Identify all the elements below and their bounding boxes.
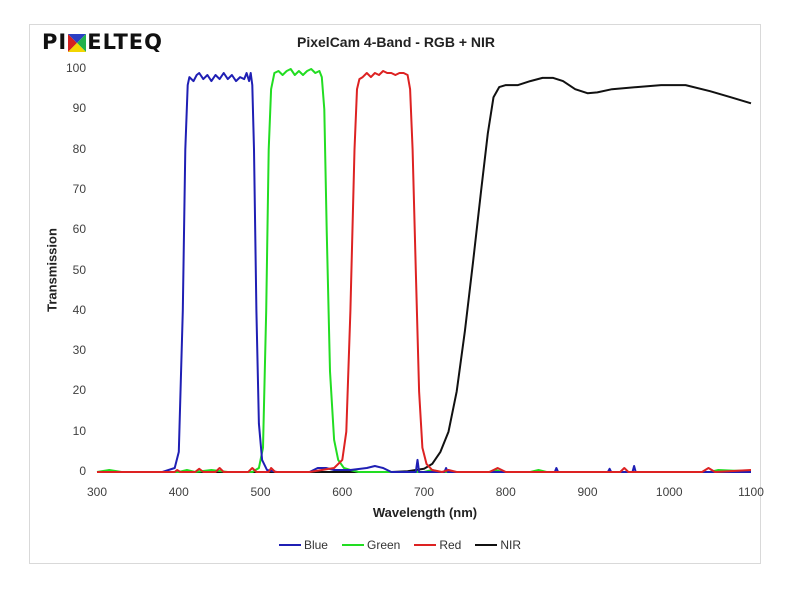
y-tick-label: 50 (72, 262, 86, 277)
legend-swatch-icon (414, 544, 437, 546)
x-tick-label: 700 (413, 485, 435, 499)
y-tick-label: 30 (72, 343, 86, 358)
legend-label: Red (439, 538, 462, 552)
y-tick-label: 40 (72, 302, 86, 317)
series-line-nir (97, 76, 752, 473)
x-tick-label: 300 (86, 485, 108, 499)
y-tick-label: 100 (65, 61, 86, 75)
x-tick-label: 900 (577, 485, 598, 499)
legend-item-blue: Blue (278, 538, 328, 552)
x-tick-label: 800 (495, 485, 516, 499)
chart-legend: Blue Green Red NIR (0, 538, 800, 552)
pixelteq-logo: PI ELTEQ (42, 30, 163, 54)
x-tick-label: 1100 (738, 485, 764, 499)
series-layer (96, 68, 752, 473)
series-line-green (96, 68, 751, 473)
y-tick-label: 80 (72, 141, 86, 156)
pixelteq-x-logo-icon (68, 33, 87, 52)
x-tick-label: 500 (250, 485, 271, 499)
x-tick-label: 600 (332, 485, 353, 499)
x-tick-label: 400 (168, 485, 189, 499)
legend-label: NIR (500, 538, 522, 552)
x-axis-label: Wavelength (nm) (372, 505, 478, 520)
y-tick-label: 10 (72, 423, 86, 438)
y-tick-label: 60 (72, 222, 86, 237)
legend-swatch-icon (475, 544, 498, 546)
legend-label: Green (366, 538, 401, 552)
y-tick-label: 90 (72, 101, 86, 116)
y-tick-label: 70 (72, 181, 86, 196)
legend-swatch-icon (278, 544, 301, 546)
legend-item-nir: NIR (475, 538, 521, 552)
series-line-red (97, 70, 752, 473)
y-tick-label: 20 (72, 383, 86, 398)
series-line-blue (97, 72, 751, 473)
chart-frame (29, 24, 761, 564)
x-tick-label: 1000 (655, 485, 683, 499)
legend-item-red: Red (414, 538, 461, 552)
chart-title: PixelCam 4-Band - RGB + NIR (297, 34, 495, 50)
logo-text-left: PI (42, 30, 68, 54)
legend-label: Blue (303, 538, 328, 552)
legend-swatch-icon (341, 544, 364, 546)
y-tick-label: 0 (79, 464, 86, 478)
legend-item-green: Green (341, 538, 401, 552)
logo-text-right: ELTEQ (87, 30, 163, 54)
